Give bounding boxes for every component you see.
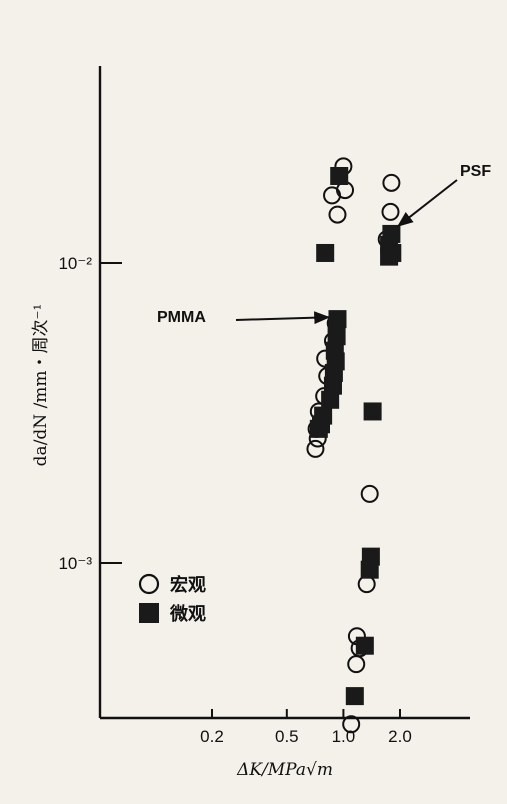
x-tick-label: 0.5 xyxy=(275,727,299,746)
x-axis-title: ΔK/MPa√m xyxy=(236,760,333,780)
y-tick-label: 10⁻² xyxy=(58,254,92,273)
data-point-circle xyxy=(360,484,379,503)
data-point-square xyxy=(321,390,340,409)
axis-titles: ΔK/MPa√m da/dN /mm・周次⁻¹ xyxy=(31,304,333,780)
pmma-arrow xyxy=(235,311,331,325)
data-point-circle xyxy=(306,439,325,458)
data-point-square xyxy=(380,247,399,266)
legend-circle-icon xyxy=(138,573,160,595)
data-point-square xyxy=(330,166,349,185)
data-point-circle xyxy=(342,715,361,734)
data-point-circle xyxy=(381,202,400,221)
legend-label-micro: 微观 xyxy=(169,603,206,625)
data-point-square xyxy=(323,376,342,395)
x-tick-label: 0.2 xyxy=(200,727,224,746)
ticks-group: 0.2 0.5 1.0 2.0 10⁻² 10⁻³ xyxy=(58,254,411,746)
marks-group xyxy=(306,157,402,734)
legend-label-macro: 宏观 xyxy=(170,574,206,596)
data-point-square xyxy=(345,687,364,706)
data-point-square xyxy=(355,636,374,655)
x-tick-label: 1.0 xyxy=(332,727,356,746)
data-point-square xyxy=(328,310,347,329)
axes-group xyxy=(98,66,470,720)
data-point-circle xyxy=(382,173,401,192)
annotations-group: PSF PMMA xyxy=(157,163,491,326)
psf-arrow xyxy=(397,179,458,227)
data-point-square xyxy=(316,243,335,262)
legend-square-icon xyxy=(139,603,159,623)
data-point-circle xyxy=(323,186,342,205)
data-point-circle xyxy=(328,205,347,224)
y-tick-label: 10⁻³ xyxy=(58,554,92,573)
pmma-label: PMMA xyxy=(157,309,206,326)
data-point-circle xyxy=(347,655,366,674)
data-point-square xyxy=(360,560,379,579)
psf-label: PSF xyxy=(460,163,491,180)
data-point-square xyxy=(309,419,328,438)
data-point-square xyxy=(327,327,346,346)
x-tick-label: 2.0 xyxy=(388,727,412,746)
y-axis-title: da/dN /mm・周次⁻¹ xyxy=(31,304,51,467)
data-point-square xyxy=(363,402,382,421)
